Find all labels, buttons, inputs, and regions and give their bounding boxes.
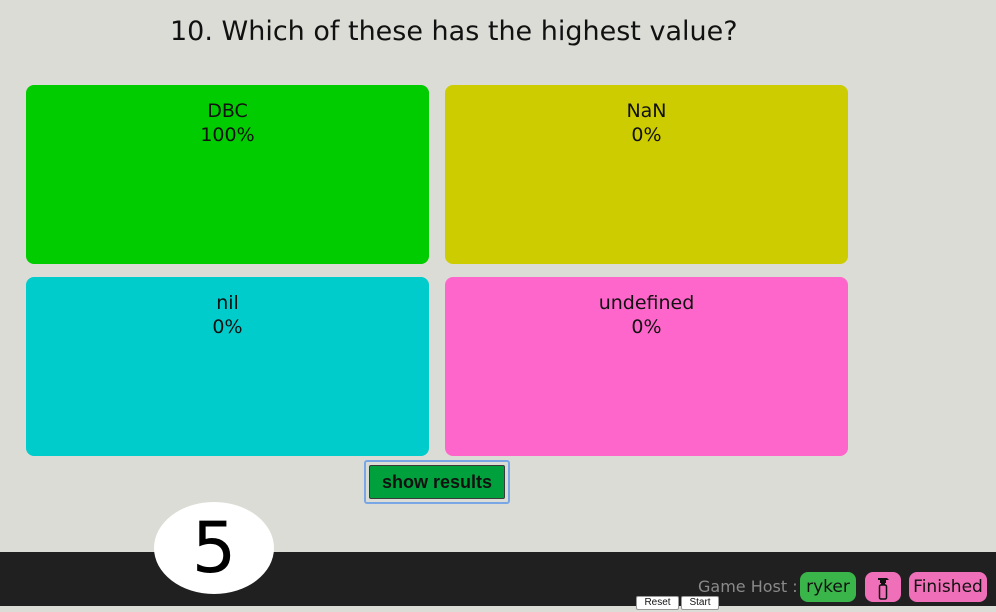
countdown-timer: 5 <box>154 502 274 594</box>
reset-button[interactable]: Reset <box>636 596 679 610</box>
spray-bottle-icon <box>878 578 889 600</box>
answer-option-3[interactable]: nil 0% <box>26 277 429 456</box>
answer-percent: 0% <box>631 124 662 146</box>
answer-label: undefined <box>598 292 695 314</box>
answer-percent: 0% <box>631 316 662 338</box>
answer-percent: 100% <box>200 124 255 146</box>
answer-option-4[interactable]: undefined 0% <box>445 277 848 456</box>
question-title: 10. Which of these has the highest value… <box>170 16 738 47</box>
answer-option-2[interactable]: NaN 0% <box>445 85 848 264</box>
start-button[interactable]: Start <box>681 596 719 610</box>
answer-label: nil <box>216 292 239 314</box>
host-name-button[interactable]: ryker <box>800 572 856 602</box>
show-results-focus-ring: show results <box>364 460 510 504</box>
answer-label: DBC <box>207 100 248 122</box>
answer-option-1[interactable]: DBC 100% <box>26 85 429 264</box>
answer-percent: 0% <box>212 316 243 338</box>
game-host-label: Game Host : <box>698 577 798 596</box>
game-status-button[interactable]: Finished <box>909 572 987 602</box>
show-results-button[interactable]: show results <box>369 465 505 499</box>
host-avatar-button[interactable] <box>865 572 901 602</box>
answer-label: NaN <box>626 100 667 122</box>
